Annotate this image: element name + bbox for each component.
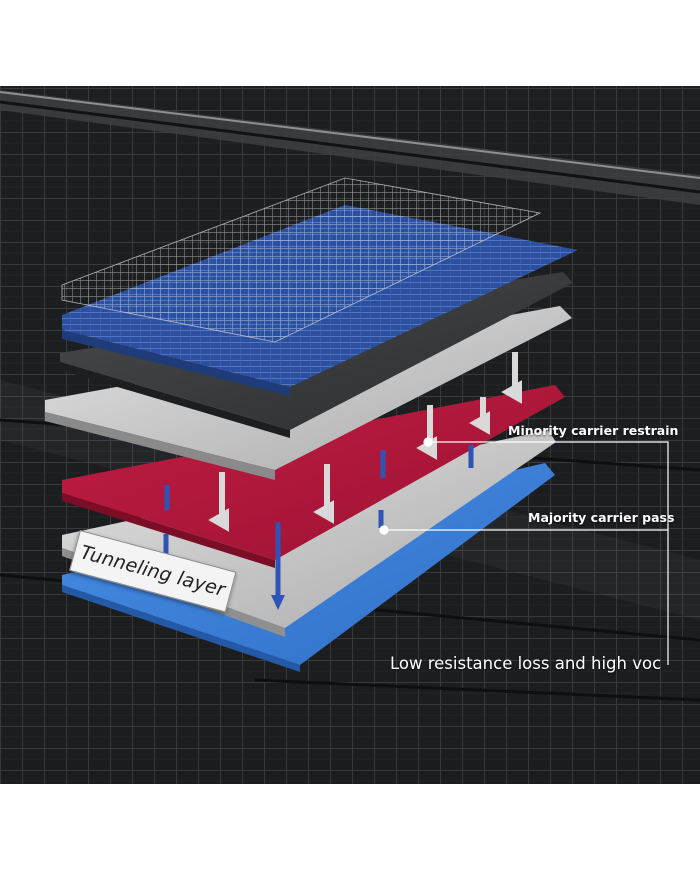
blue-carrier-arrows [163, 445, 474, 610]
leader-lines [379, 437, 669, 665]
minority-carrier-label: Minority carrier restrain [508, 423, 679, 438]
glass-grid-layer [61, 177, 542, 343]
low-resistance-label: Low resistance loss and high voc [390, 654, 662, 673]
red-layer [62, 385, 565, 568]
majority-carrier-label: Majority carrier pass [528, 510, 675, 525]
